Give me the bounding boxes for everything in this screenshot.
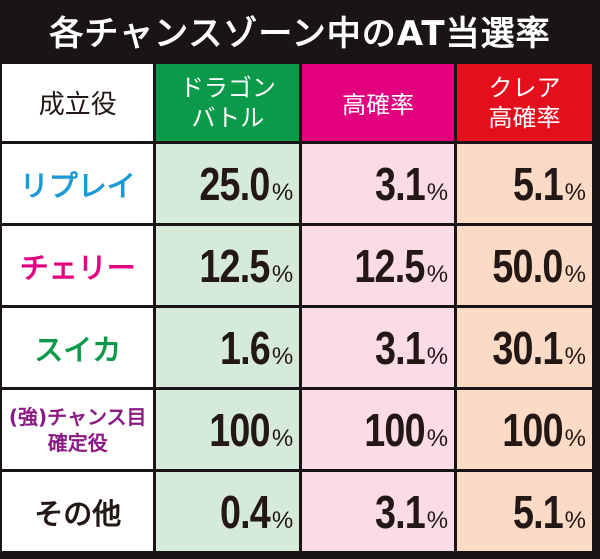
value: 50.0 [492,239,564,292]
row-label-replay: リプレイ [19,168,136,203]
page-title: 各チャンスゾーン中のAT当選率 [49,13,551,54]
value: 5.1 [512,157,564,210]
cell-clear: 100% [457,390,592,469]
cell-high: 12.5% [302,226,455,305]
value: 5.1 [512,485,564,538]
header-dragon-line1: ドラゴン [179,73,276,102]
unit: % [426,424,449,452]
cell-high: 3.1% [302,472,455,551]
header-clear-line2: 高確率 [488,103,561,132]
table-row: (強)チャンス目 確定役 100% 100% 100% [2,390,592,469]
value: 0.4 [219,485,271,538]
cell-clear: 5.1% [457,472,592,551]
row-label: その他 [2,472,154,551]
header-high-line1: 高確率 [342,91,415,119]
table-header-row: 成立役 ドラゴン バトル 高確率 クレア 高確率 [2,64,592,141]
unit: % [564,506,586,534]
cell-high: 3.1% [302,308,455,387]
header-role: 成立役 [2,64,154,141]
header-claire-high-probability: クレア 高確率 [457,64,592,141]
value: 100 [209,403,270,456]
unit: % [271,424,294,452]
unit: % [271,178,294,206]
unit: % [271,506,294,534]
cell-clear: 30.1% [457,308,592,387]
unit: % [271,260,294,288]
row-label: (強)チャンス目 確定役 [2,390,154,469]
table-row: スイカ 1.6% 3.1% 30.1% [2,308,592,387]
value: 12.5 [199,239,271,292]
unit: % [564,424,586,452]
cell-dragon: 12.5% [156,226,300,305]
cell-dragon: 25.0% [156,144,300,223]
unit: % [426,506,449,534]
unit: % [564,260,586,288]
value: 3.1 [374,485,426,538]
value: 12.5 [354,239,426,292]
cell-dragon: 1.6% [156,308,300,387]
header-high-probability: 高確率 [302,64,455,141]
cell-high: 3.1% [302,144,455,223]
row-label-chance-line2: 確定役 [47,430,108,455]
row-label: リプレイ [2,144,154,223]
row-label: チェリー [2,226,154,305]
cell-high: 100% [302,390,455,469]
header-clear-line1: クレア [488,73,561,102]
cell-clear: 5.1% [457,144,592,223]
cell-dragon: 0.4% [156,472,300,551]
unit: % [426,342,449,370]
table-row: リプレイ 25.0% 3.1% 5.1% [2,144,592,223]
header-role-label: 成立役 [38,90,117,120]
unit: % [564,178,586,206]
cell-dragon: 100% [156,390,300,469]
table-row: その他 0.4% 3.1% 5.1% [2,472,592,551]
value: 100 [364,403,425,456]
value: 25.0 [199,157,271,210]
value: 3.1 [374,321,426,374]
at-rate-table: 成立役 ドラゴン バトル 高確率 クレア 高確率 リプレイ 25.0% 3.1%… [0,61,595,554]
table-row: チェリー 12.5% 12.5% 50.0% [2,226,592,305]
unit: % [564,342,586,370]
row-label-chance-line1: (強)チャンス目 [8,404,147,429]
header-dragon-line2: バトル [191,103,265,132]
value: 1.6 [219,321,271,374]
header-dragon-battle: ドラゴン バトル [156,64,300,141]
row-label-watermelon: スイカ [34,332,122,367]
value: 30.1 [492,321,564,374]
row-label: スイカ [2,308,154,387]
cell-clear: 50.0% [457,226,592,305]
row-label-cherry: チェリー [19,250,136,285]
value: 100 [502,403,563,456]
value: 3.1 [374,157,426,210]
unit: % [426,260,449,288]
unit: % [426,178,449,206]
row-label-other: その他 [34,496,122,531]
unit: % [271,342,294,370]
